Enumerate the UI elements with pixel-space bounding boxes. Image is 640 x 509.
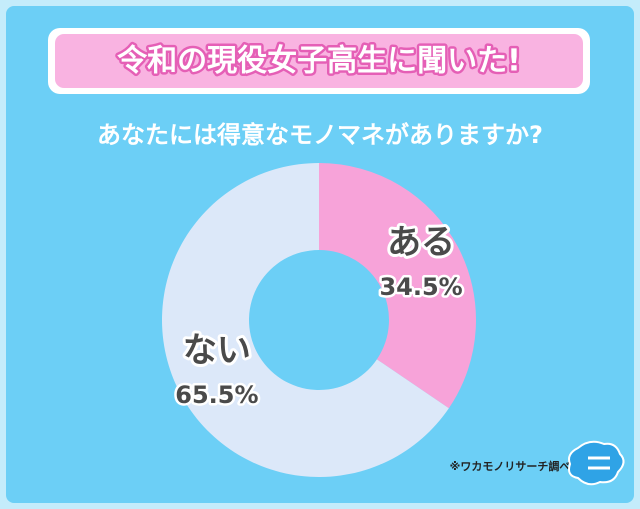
title: 令和の現役女子高生に聞いた! [117, 44, 521, 79]
subtitle: あなたには得意なモノマネがありますか? [97, 121, 543, 149]
source-note: ※ワカモノリサーチ調べ [450, 459, 571, 473]
donut [161, 163, 476, 477]
title-box [55, 34, 583, 88]
value-label: 65.5% [175, 381, 258, 409]
logo [568, 440, 625, 486]
background [6, 6, 634, 503]
labels: ある 34.5% ない 65.5% [173, 219, 465, 411]
value-label: 34.5% [379, 273, 462, 301]
slice [319, 163, 476, 409]
category-label: ある [387, 222, 455, 262]
slice [161, 163, 449, 477]
category-label: ない [183, 331, 251, 371]
